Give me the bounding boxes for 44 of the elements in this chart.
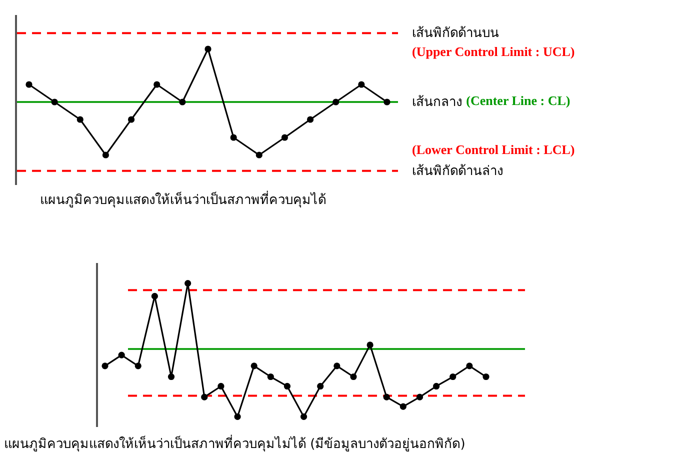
point [300, 413, 308, 420]
point [26, 81, 32, 88]
point [384, 98, 390, 106]
point [250, 362, 258, 370]
text: แผนภูมิควบคุมแสดงให้เห็นว่าเป็นสภาพที่ควบคุมไม่ได้ (มีข้อมูลบางตัวอยู่นอกพิกัด) [4, 434, 466, 452]
point [154, 81, 160, 88]
point [400, 403, 406, 410]
point [168, 373, 175, 380]
point [416, 394, 424, 400]
point [332, 98, 340, 106]
point [256, 152, 262, 158]
point [466, 362, 473, 370]
point [128, 116, 135, 123]
point [76, 116, 84, 123]
ref-line-label: เส้นพิกัดด้านบน (Upper Control Limit : UCL) [412, 26, 575, 60]
point [358, 81, 365, 88]
point [281, 134, 288, 141]
point [350, 373, 357, 380]
point [433, 382, 440, 390]
point [102, 362, 108, 370]
point [284, 382, 291, 390]
point [234, 413, 241, 420]
point [201, 394, 208, 400]
point [204, 46, 212, 52]
point [179, 98, 186, 106]
point [218, 382, 224, 390]
point [366, 342, 374, 348]
point [102, 152, 110, 158]
point [51, 98, 58, 106]
point [383, 394, 390, 400]
point [334, 362, 340, 370]
ref-line-label: (Lower Control Limit : LCL) เส้นพิกัดด้านล่าง [412, 142, 575, 178]
point [184, 280, 192, 287]
ref-line-label: เส้นกลาง (Center Line : CL) [412, 92, 570, 110]
point [450, 373, 456, 380]
text: แผนภูมิควบคุมแสดงให้เห็นว่าเป็นสภาพที่ควบคุมได้ [40, 190, 326, 208]
point [267, 373, 274, 380]
point [118, 352, 125, 358]
point [230, 134, 237, 141]
point [482, 373, 490, 380]
point [317, 382, 324, 390]
point [306, 116, 314, 123]
point [134, 362, 142, 370]
point [151, 292, 158, 300]
